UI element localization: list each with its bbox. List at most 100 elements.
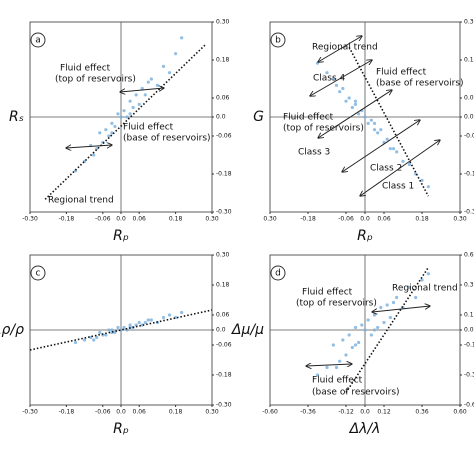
arrow	[372, 306, 430, 312]
point	[407, 285, 411, 290]
point	[122, 109, 126, 113]
annotation: Regional trend	[392, 284, 458, 294]
point	[372, 121, 377, 125]
point	[134, 93, 138, 97]
y-tick-label: -0.18	[464, 171, 474, 178]
x-axis-label: Rₚ	[357, 228, 373, 244]
panel-badge	[270, 32, 286, 48]
arrows	[66, 36, 440, 366]
y-tick-label: 0.0	[464, 114, 474, 121]
x-axis-label: Rₚ	[113, 228, 129, 244]
annotation: (top of reservoirs)	[296, 299, 377, 309]
point	[146, 318, 150, 322]
point	[92, 338, 96, 342]
point	[350, 105, 354, 110]
x-tick-label: -0.30	[22, 216, 38, 223]
x-tick-label: 0.0	[360, 409, 370, 416]
arrow	[66, 145, 112, 148]
point	[180, 310, 184, 315]
point	[110, 131, 114, 135]
y-tick-label: -0.06	[216, 133, 232, 140]
annotation: (base of reservoirs)	[123, 134, 211, 144]
point	[414, 295, 418, 300]
point	[334, 365, 339, 370]
point	[98, 330, 102, 335]
x-tick-label: -0.60	[262, 409, 278, 416]
point	[161, 315, 166, 320]
point	[347, 333, 351, 337]
point	[395, 295, 399, 300]
annotation: Class 3	[298, 148, 330, 158]
point	[149, 318, 153, 322]
point	[334, 83, 339, 87]
point	[137, 102, 141, 106]
arrow	[318, 36, 362, 62]
point	[113, 124, 117, 129]
point	[315, 373, 320, 377]
annotation: Fluid effect	[376, 68, 427, 78]
point	[161, 64, 166, 68]
point	[353, 102, 358, 106]
x-tick-label: -0.12	[338, 409, 354, 416]
point	[331, 343, 335, 347]
point	[180, 36, 184, 40]
point	[128, 99, 132, 103]
point	[347, 96, 351, 100]
point	[107, 134, 111, 138]
point	[366, 121, 370, 125]
x-tick-label: 0.06	[377, 216, 391, 223]
x-tick-label: 0.06	[133, 216, 147, 223]
arrow	[306, 364, 352, 366]
annotation: Fluid effect	[302, 288, 353, 298]
panel-label: c	[36, 269, 41, 279]
y-tick-label: 0.0	[216, 327, 226, 334]
point	[357, 340, 361, 345]
point	[372, 128, 377, 132]
point	[353, 325, 358, 330]
x-tick-label: -0.06	[95, 216, 111, 223]
point	[379, 305, 383, 310]
panel-label: d	[275, 269, 281, 279]
x-tick-label: -0.18	[59, 216, 75, 223]
point	[325, 365, 329, 370]
y-axis-label: Δμ/μ	[231, 322, 264, 338]
y-tick-label: 0.0	[216, 114, 226, 121]
point	[137, 320, 141, 325]
panel-label: b	[275, 36, 281, 46]
trend-line	[345, 267, 430, 393]
y-axis-label: G	[253, 109, 264, 125]
y-tick-label: 0.30	[216, 252, 230, 259]
panel-badge	[30, 265, 46, 281]
annotation: Fluid effect	[60, 64, 111, 74]
annotation: Fluid effect	[312, 376, 363, 386]
trend-line	[29, 309, 213, 351]
point	[372, 328, 377, 332]
x-tick-label: 0.30	[205, 409, 219, 416]
panel-badge	[30, 32, 46, 48]
x-tick-label: 0.0	[360, 216, 370, 223]
point	[95, 335, 99, 340]
point	[379, 128, 383, 132]
point	[391, 300, 396, 305]
y-tick-label: -0.18	[216, 171, 232, 178]
point	[363, 328, 367, 332]
annotation: (base of reservoirs)	[312, 388, 400, 398]
x-tick-label: 0.36	[415, 409, 429, 416]
point	[128, 323, 132, 327]
annotation: Class 2	[370, 164, 402, 174]
point	[338, 359, 342, 363]
x-tick-label: -0.18	[59, 409, 75, 416]
point	[128, 112, 132, 116]
point	[155, 83, 159, 87]
y-tick-label: 0.30	[464, 19, 474, 26]
annotation: (top of reservoirs)	[283, 124, 364, 134]
y-tick-label: 0.18	[216, 282, 230, 289]
y-tick-label: 0.30	[216, 19, 230, 26]
annotation: Regional trend	[48, 196, 114, 206]
y-tick-label: -0.06	[216, 342, 232, 349]
x-tick-label: 0.18	[169, 409, 183, 416]
point	[395, 150, 399, 154]
point	[420, 178, 424, 182]
x-tick-label: 0.18	[169, 216, 183, 223]
